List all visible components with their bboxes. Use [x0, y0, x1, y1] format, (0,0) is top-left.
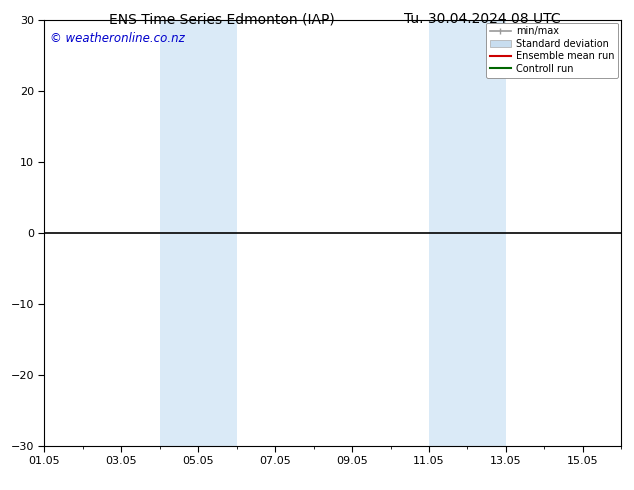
Legend: min/max, Standard deviation, Ensemble mean run, Controll run: min/max, Standard deviation, Ensemble me…: [486, 23, 618, 77]
Bar: [160, 20, 236, 446]
Text: ENS Time Series Edmonton (IAP): ENS Time Series Edmonton (IAP): [109, 12, 335, 26]
Text: © weatheronline.co.nz: © weatheronline.co.nz: [50, 32, 185, 46]
Text: Tu. 30.04.2024 08 UTC: Tu. 30.04.2024 08 UTC: [403, 12, 560, 26]
Bar: [429, 20, 506, 446]
